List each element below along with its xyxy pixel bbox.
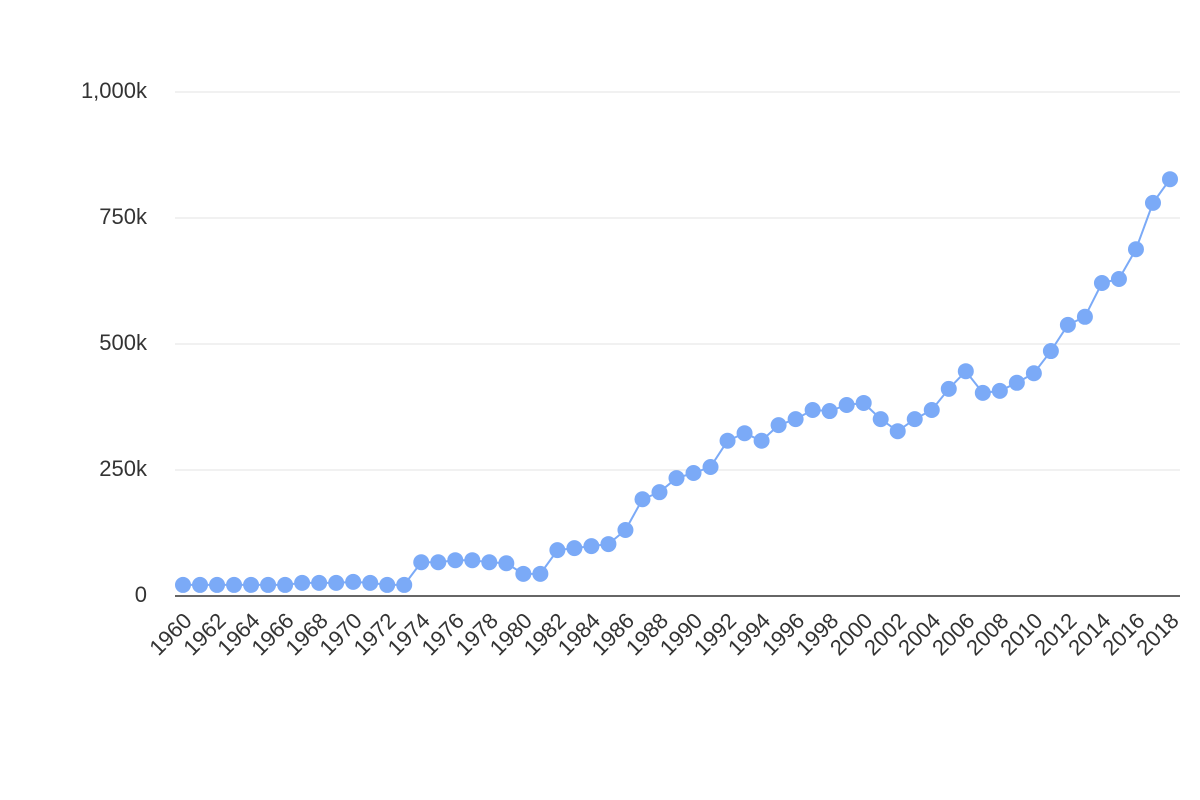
y-tick-label: 250k (99, 456, 148, 481)
data-point (430, 554, 447, 571)
data-point (906, 411, 923, 428)
data-point (753, 432, 770, 449)
data-point (549, 542, 566, 559)
data-point (311, 574, 328, 591)
data-point (464, 552, 481, 569)
y-tick-label: 750k (99, 204, 148, 229)
data-point (515, 565, 532, 582)
data-point (1076, 308, 1093, 325)
data-point (294, 574, 311, 591)
data-point (362, 574, 379, 591)
data-point (685, 465, 702, 482)
data-point (804, 402, 821, 419)
data-point (1162, 171, 1178, 188)
data-point (583, 538, 600, 555)
data-point (923, 402, 940, 419)
data-point (855, 394, 872, 411)
data-point (940, 380, 957, 397)
data-point (651, 484, 668, 501)
data-point (702, 458, 719, 475)
data-point (379, 576, 396, 593)
data-point (566, 540, 583, 557)
data-point (1025, 365, 1042, 382)
data-point (719, 432, 736, 449)
data-point (634, 491, 651, 508)
data-point (481, 554, 498, 571)
data-point (1008, 374, 1025, 391)
data-point (192, 576, 209, 593)
data-point (736, 425, 753, 442)
data-point (1110, 270, 1127, 287)
data-point (396, 576, 413, 593)
data-point (1042, 343, 1059, 360)
data-point (617, 521, 634, 538)
data-point (532, 565, 549, 582)
data-point (974, 384, 991, 401)
data-point (413, 554, 430, 571)
data-point (872, 411, 889, 428)
data-point (209, 576, 226, 593)
data-point (447, 552, 464, 569)
y-tick-label: 1,000k (81, 78, 148, 103)
data-point (600, 536, 617, 553)
data-point (821, 403, 838, 420)
y-tick-label: 500k (99, 330, 148, 355)
data-point (770, 417, 787, 434)
data-point (328, 574, 345, 591)
data-point (668, 470, 685, 487)
data-point (1093, 275, 1110, 292)
data-point (991, 382, 1008, 399)
y-tick-label: 0 (135, 582, 147, 607)
data-point (345, 573, 362, 590)
data-point (838, 396, 855, 413)
data-point (243, 576, 260, 593)
data-point (226, 576, 243, 593)
data-point (1144, 194, 1161, 211)
data-point (889, 423, 906, 440)
data-point (277, 576, 294, 593)
data-point (957, 363, 974, 380)
data-point (787, 411, 804, 428)
data-point (498, 555, 515, 572)
data-point (1059, 316, 1076, 333)
data-point (1127, 241, 1144, 258)
data-point (260, 576, 277, 593)
data-point (175, 576, 191, 593)
